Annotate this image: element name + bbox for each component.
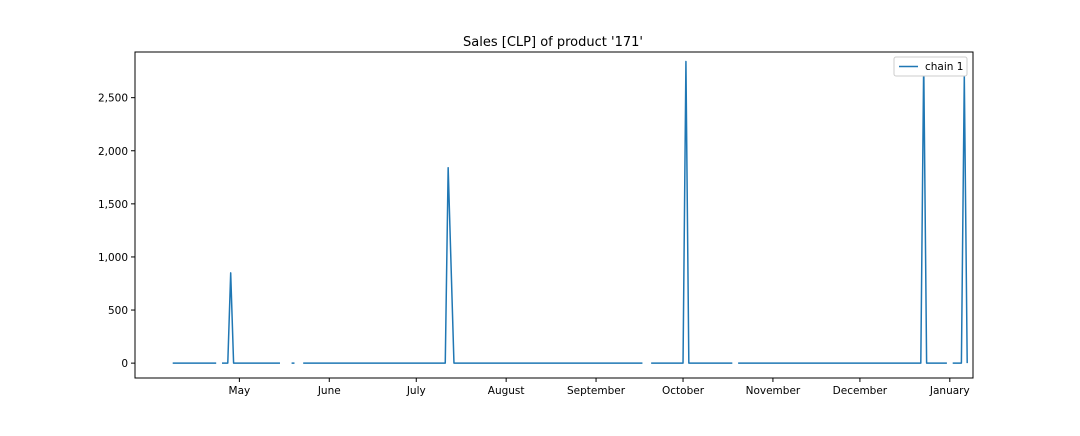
y-tick-label: 500 bbox=[108, 305, 128, 317]
x-tick-label: May bbox=[229, 385, 251, 397]
series-line-segment bbox=[221, 272, 280, 364]
x-tick-label: November bbox=[746, 385, 801, 397]
y-tick-label: 1,500 bbox=[98, 199, 128, 211]
plot-area bbox=[134, 51, 974, 379]
x-tick-label: January bbox=[929, 385, 970, 397]
x-tick-label: August bbox=[488, 385, 525, 397]
y-tick-label: 2,000 bbox=[98, 146, 128, 158]
chart-title: Sales [CLP] of product '171' bbox=[463, 35, 643, 50]
series-line-segment bbox=[952, 75, 968, 364]
y-axis: 0 500 1,000 1,500 2,000 2,500 bbox=[98, 93, 135, 370]
x-tick-label: October bbox=[662, 385, 705, 397]
x-tick-label: December bbox=[833, 385, 888, 397]
series-line-segment bbox=[651, 60, 733, 364]
y-tick-label: 2,500 bbox=[98, 93, 128, 105]
plot-frame bbox=[134, 51, 974, 379]
x-tick-label: September bbox=[567, 385, 626, 397]
x-tick-label: July bbox=[406, 385, 426, 397]
series-line-segment bbox=[738, 60, 947, 364]
y-tick-label: 1,000 bbox=[98, 252, 128, 264]
series-line-segment bbox=[303, 167, 643, 364]
y-tick-label: 0 bbox=[121, 358, 128, 370]
legend-label: chain 1 bbox=[925, 61, 963, 73]
legend-box bbox=[893, 56, 968, 77]
legend: chain 1 bbox=[893, 56, 968, 77]
x-tick-label: June bbox=[317, 385, 341, 397]
x-axis: May June July August September October Novembe… bbox=[229, 378, 970, 397]
